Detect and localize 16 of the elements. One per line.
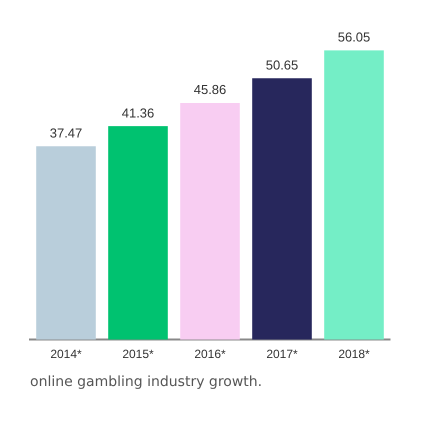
bar [180, 102, 240, 340]
bar [252, 78, 312, 340]
bar [324, 50, 384, 340]
data-label: 50.65 [266, 57, 298, 72]
x-tick-label: 2016* [194, 347, 226, 362]
bar [108, 126, 168, 340]
data-label: 56.05 [338, 29, 370, 44]
x-tick-label: 2015* [122, 347, 154, 362]
bar [36, 146, 96, 340]
data-label: 45.86 [194, 82, 226, 98]
text: online gambling industry growth. [30, 374, 262, 390]
x-tick-label: 2017* [266, 347, 298, 362]
x-tick-label: 2018* [338, 347, 370, 362]
data-label: 41.36 [122, 105, 154, 120]
x-tick-label: 2014* [50, 347, 82, 362]
data-label: 37.47 [50, 125, 82, 140]
